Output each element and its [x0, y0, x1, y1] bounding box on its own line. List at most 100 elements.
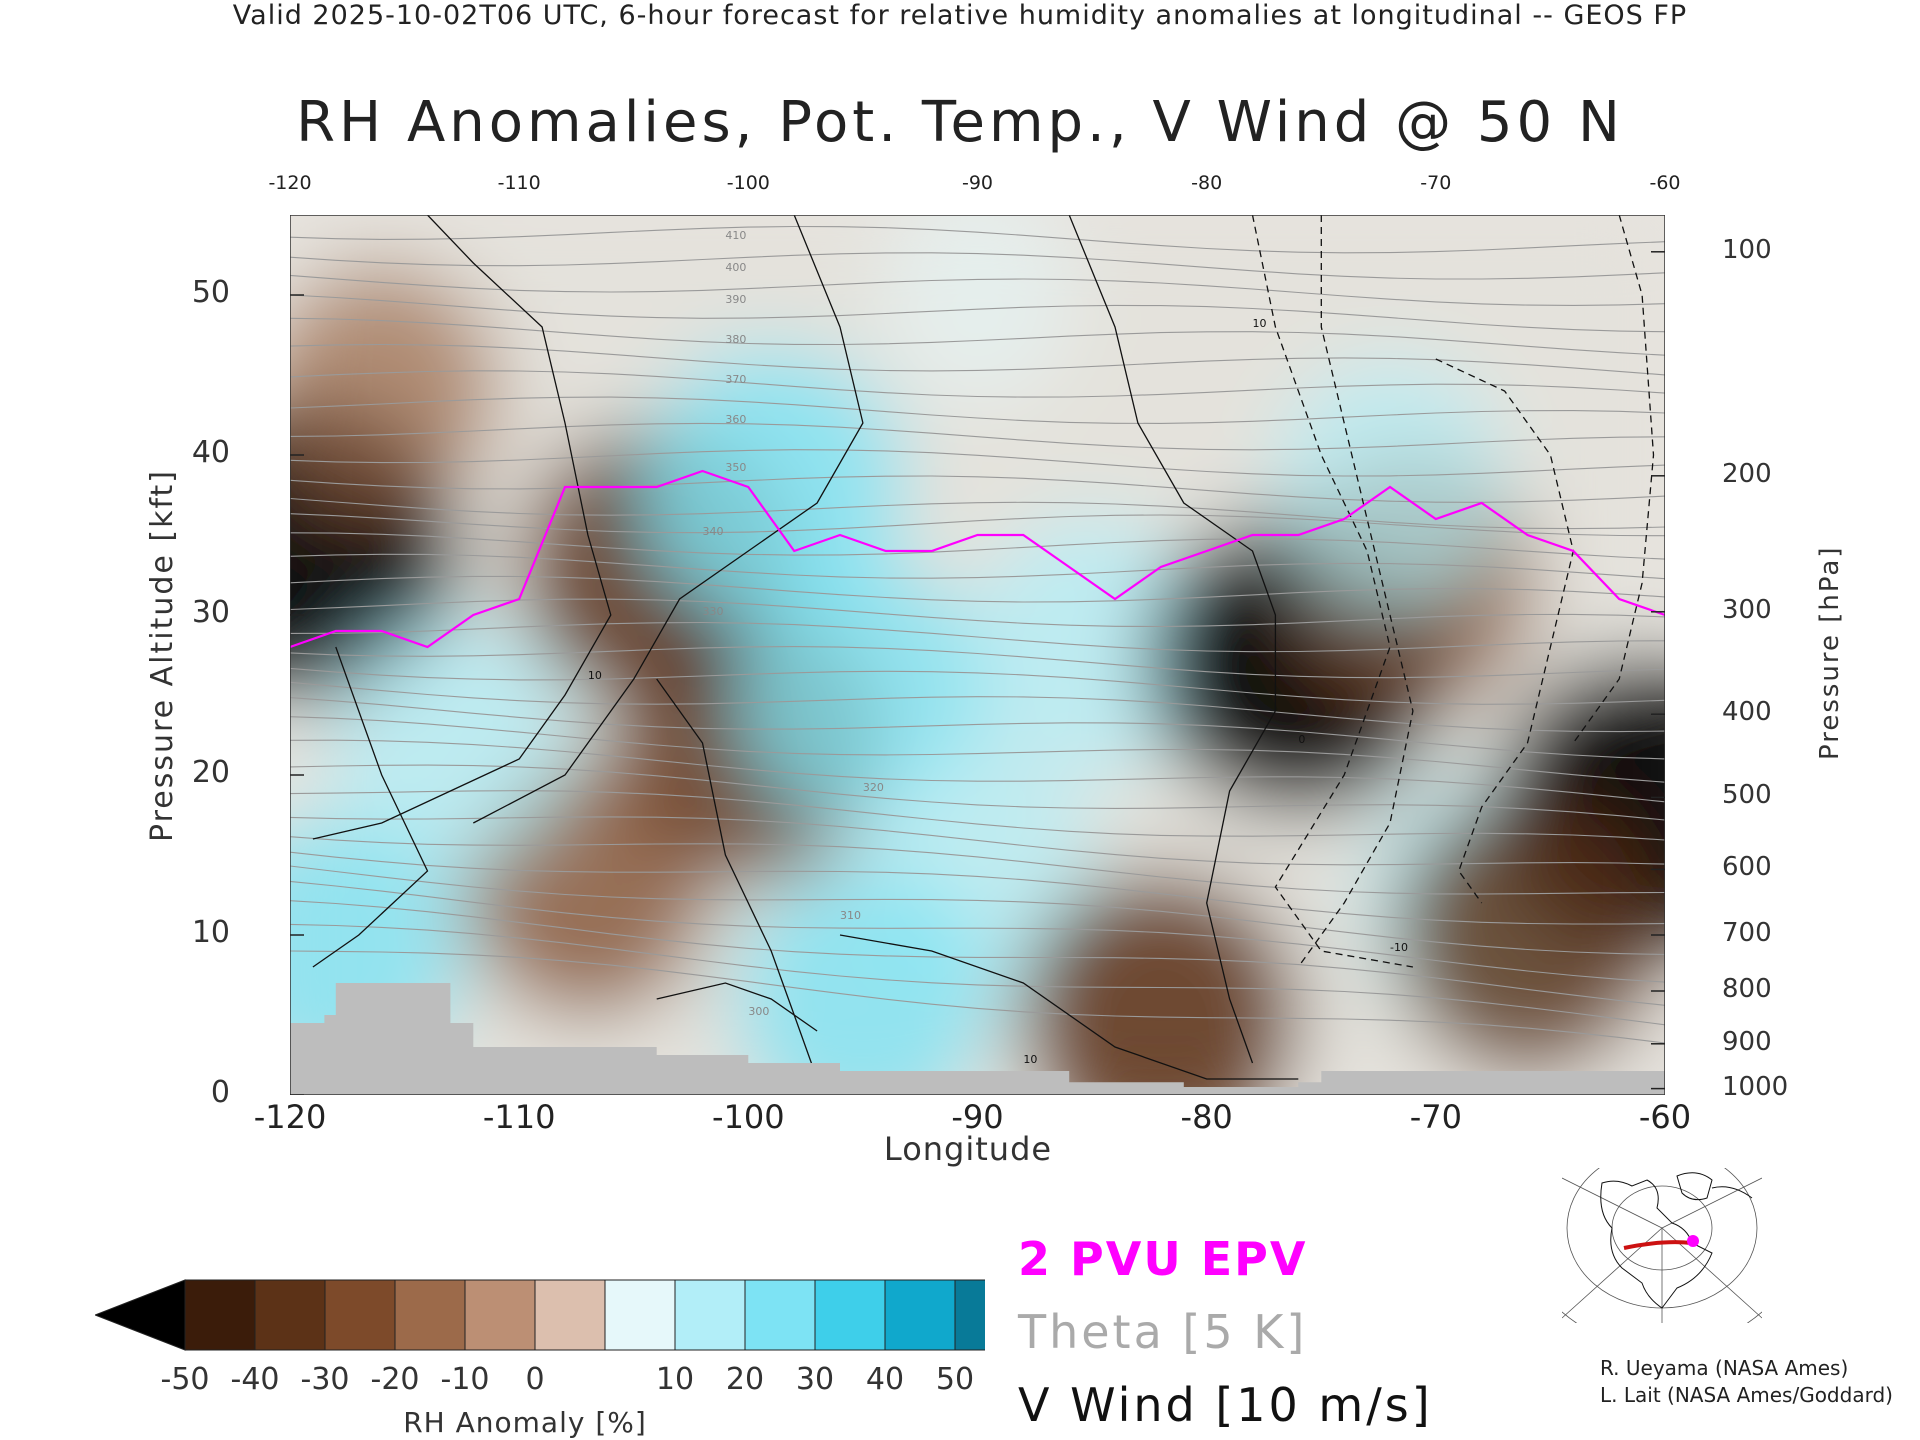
theta-label: 400 [725, 261, 746, 274]
theta-label: 310 [840, 909, 861, 922]
top-x-tick: -80 [1191, 172, 1223, 194]
left-y-tick: 0 [210, 1075, 230, 1110]
colorbar-cell [744, 1279, 816, 1351]
pressure-tick: 600 [1722, 852, 1772, 883]
theta-contour [290, 274, 1665, 306]
pressure-tick: 300 [1722, 594, 1772, 625]
bottom-x-tick: -90 [951, 1098, 1004, 1136]
colorbar [95, 1279, 985, 1351]
pressure-tick: 100 [1722, 234, 1772, 265]
theta-contour [290, 449, 1665, 477]
colorbar-tick-label: 10 [655, 1362, 695, 1397]
v-wind-label: 10 [1253, 317, 1267, 330]
theta-contour [290, 880, 1665, 983]
theta-label: 390 [725, 293, 746, 306]
epv-2pvu-line [290, 469, 1665, 649]
v-wind-negative-contour [1435, 358, 1574, 904]
theta-contour [290, 317, 1665, 356]
theta-contour [290, 370, 1665, 398]
rh-anomaly-blob [969, 517, 1215, 777]
theta-contours: 300310320330340350360370380390400410420 [290, 225, 1665, 1044]
v-wind-contour [839, 934, 1299, 1080]
pressure-tick: 500 [1722, 780, 1772, 811]
rh-anomaly-blob [882, 215, 1073, 405]
colorbar-cell [534, 1279, 606, 1351]
v-wind-contour [312, 646, 429, 968]
colorbar-tick-label: 30 [795, 1362, 835, 1397]
v-wind-contour [656, 678, 818, 1080]
legend-epv: 2 PVU EPV [1018, 1232, 1308, 1286]
theta-contour [290, 294, 1665, 333]
colorbar-tick-label: 0 [525, 1362, 545, 1397]
v-wind-label: 0 [1298, 733, 1305, 746]
bottom-x-tick: -60 [1638, 1098, 1692, 1136]
theta-contour [290, 716, 1665, 783]
colorbar-tick-label: -50 [160, 1362, 210, 1397]
left-y-tick: 10 [191, 915, 230, 950]
theta-label: 300 [748, 1005, 769, 1018]
pressure-tick: 800 [1722, 974, 1772, 1004]
theta-label: 360 [725, 413, 746, 426]
pressure-tick: 700 [1722, 918, 1772, 948]
theta-contour [290, 422, 1665, 451]
top-x-tick: -70 [1420, 172, 1452, 194]
left-y-tick: 20 [191, 755, 230, 790]
theta-contour [290, 667, 1665, 705]
colorbar-cell [184, 1279, 256, 1351]
v-wind-contours: 10 0 10 -10 10 [312, 215, 1655, 1080]
pressure-tick: 1000 [1722, 1071, 1789, 1102]
top-x-tick: -110 [497, 172, 541, 194]
theta-contour [290, 252, 1665, 280]
theta-label: 320 [863, 781, 884, 794]
rh-anomaly-field [290, 215, 1665, 1095]
v-wind-negative-contour [1297, 215, 1414, 968]
theta-label: 370 [725, 373, 746, 386]
left-y-tick: 40 [191, 435, 230, 470]
theta-contour [290, 513, 1665, 537]
rh-anomaly-blob [637, 349, 905, 625]
colorbar-cell [814, 1279, 886, 1351]
credit-line-1: R. Ueyama (NASA Ames) [1600, 1356, 1849, 1380]
theta-label: 350 [725, 461, 746, 474]
y-axis-label-right: Pressure [hPa] [1815, 545, 1845, 761]
theta-contour [290, 851, 1665, 925]
colorbar-cell [884, 1279, 956, 1351]
plot-area: 300310320330340350360370380390400410420 … [290, 215, 1665, 1095]
v-wind-contour [472, 215, 864, 824]
rh-anomaly-blob [1394, 797, 1661, 1073]
left-y-tick: 30 [191, 595, 230, 630]
theta-label: 380 [725, 333, 746, 346]
theta-contour [290, 553, 1665, 580]
theta-contour [290, 225, 1665, 254]
pressure-tick: 200 [1722, 458, 1772, 489]
colorbar-tick-label: 20 [725, 1362, 765, 1397]
colorbar-tick-label: -30 [300, 1362, 350, 1397]
theta-contour [290, 950, 1665, 1044]
colorbar-cell [954, 1279, 985, 1351]
theta-contour [290, 923, 1665, 1026]
rh-anomaly-blob [290, 265, 499, 517]
v-wind-zero-contour [1068, 215, 1277, 1064]
credit-line-2: L. Lait (NASA Ames/Goddard) [1600, 1383, 1893, 1407]
v-wind-label: 10 [1023, 1053, 1037, 1066]
top-x-tick: -120 [268, 172, 312, 194]
theta-contour [290, 497, 1665, 530]
valid-time-header: Valid 2025-10-02T06 UTC, 6-hour forecast… [232, 0, 1688, 31]
theta-contour [290, 900, 1665, 1006]
bottom-x-tick: -80 [1180, 1098, 1233, 1136]
colorbar-cell [464, 1279, 536, 1351]
top-x-tick: -90 [961, 172, 994, 194]
v-wind-negative-contour [1572, 215, 1655, 744]
v-wind-contour [656, 982, 818, 1032]
v-wind-zero-contour [312, 215, 612, 840]
x-axis-label: Longitude [883, 1130, 1053, 1168]
theta-contour [290, 475, 1665, 503]
v-wind-negative-contour [1251, 215, 1414, 968]
rh-anomaly-blob [1021, 873, 1300, 1095]
colorbar-underflow-arrow [95, 1279, 186, 1351]
theta-contour [290, 532, 1665, 560]
theta-contour [290, 681, 1665, 733]
bottom-x-tick: -110 [482, 1098, 556, 1136]
theta-contour [290, 816, 1665, 866]
bottom-x-tick: -70 [1409, 1098, 1462, 1136]
